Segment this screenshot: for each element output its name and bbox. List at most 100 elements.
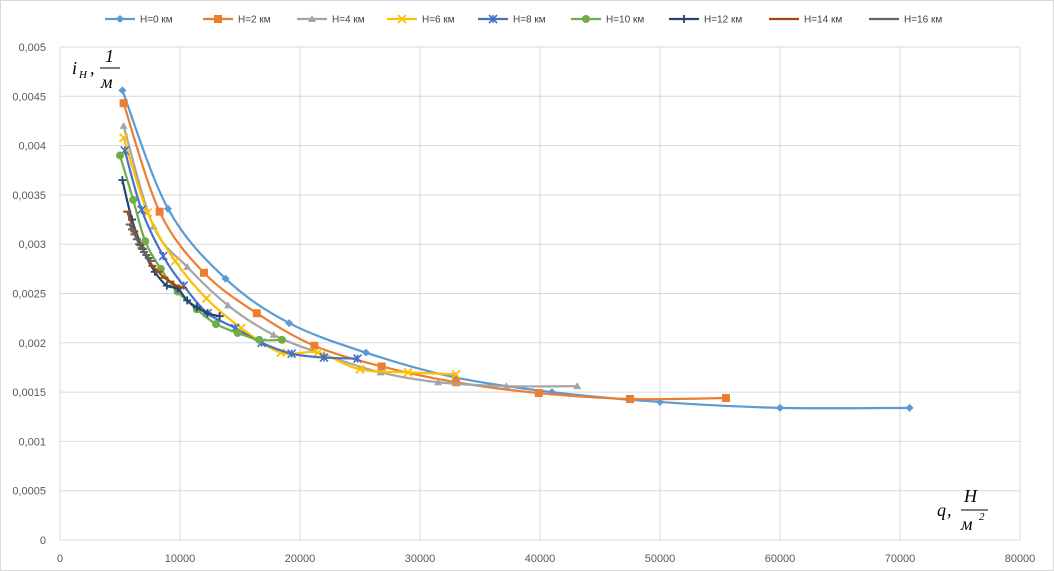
x-tick-label: 70000 (885, 553, 916, 565)
x-tick-label: 0 (57, 553, 63, 565)
data-point (118, 176, 127, 185)
data-point (224, 301, 232, 309)
data-point (119, 99, 128, 108)
data-point (502, 382, 511, 390)
data-point (278, 335, 286, 344)
data-point (164, 204, 172, 213)
data-point (905, 403, 914, 412)
legend-label: H=16 км (904, 15, 942, 26)
x-tick-label: 10000 (165, 553, 196, 565)
data-point (192, 303, 201, 312)
legend-item: H=10 км (571, 15, 644, 26)
y-tick-label: 0,0045 (12, 91, 46, 103)
x-axis-title-den-sup: 2 (979, 511, 985, 523)
data-point (451, 369, 461, 379)
x-tick-label: 20000 (285, 553, 316, 565)
y-tick-label: 0,003 (18, 239, 46, 251)
y-axis-title-num: 1 (105, 46, 114, 66)
data-point (534, 389, 543, 398)
legend-item: H=6 км (387, 14, 455, 26)
data-point (183, 262, 192, 270)
x-tick-label: 80000 (1005, 553, 1036, 565)
legend-label: H=12 км (704, 15, 742, 26)
legend-marker (488, 14, 498, 24)
y-axis-title-den: м (100, 72, 113, 92)
legend-label: H=8 км (513, 15, 546, 26)
data-point (353, 354, 363, 364)
data-point (116, 151, 124, 160)
data-point (573, 382, 582, 390)
legend-label: H=4 км (332, 15, 365, 26)
series-line (121, 89, 910, 410)
legend-item: H=14 км (769, 15, 842, 26)
x-tick-label: 40000 (525, 553, 556, 565)
x-axis-title: q , H м 2 (937, 486, 988, 534)
y-tick-label: 0,0035 (12, 190, 46, 202)
legend-label: H=0 км (140, 15, 173, 26)
data-point (722, 394, 730, 403)
legend-marker (582, 15, 590, 23)
legend-marker (397, 14, 407, 24)
data-point (434, 378, 442, 386)
y-axis-title-main: i (72, 58, 77, 78)
legend-marker (308, 15, 316, 22)
data-point (233, 328, 242, 337)
y-tick-label: 0,001 (18, 436, 46, 448)
legend-marker (680, 15, 688, 23)
data-point (203, 309, 212, 318)
data-point (285, 319, 294, 328)
data-point (158, 251, 168, 261)
data-point (355, 364, 365, 375)
y-tick-label: 0,0005 (12, 486, 46, 498)
y-axis-title-comma: , (90, 58, 95, 78)
data-point (221, 274, 230, 283)
data-point (201, 293, 212, 304)
y-tick-label: 0,0015 (12, 387, 46, 399)
x-axis-title-den: м (960, 514, 973, 534)
x-axis-title-comma: , (947, 500, 952, 520)
y-axis-ticks: 0 0,0005 0,001 0,0015 0,002 0,0025 0,003 0,0035… (12, 42, 46, 547)
data-point (155, 207, 164, 216)
series-line (128, 223, 153, 262)
data-point (118, 133, 129, 143)
data-point (776, 403, 784, 412)
data-point (142, 208, 153, 218)
data-point (377, 362, 386, 371)
legend-label: H=2 км (238, 15, 271, 26)
data-point (319, 353, 329, 363)
y-tick-label: 0,005 (18, 42, 46, 54)
data-point (269, 330, 278, 338)
x-axis-title-main: q (937, 500, 946, 520)
legend-marker (214, 15, 222, 23)
data-point (252, 309, 261, 318)
data-point (215, 312, 224, 321)
data-point (212, 320, 220, 329)
data-point (452, 378, 460, 387)
y-tick-label: 0,0025 (12, 289, 46, 301)
data-point (310, 341, 319, 350)
data-point (119, 121, 128, 129)
legend-marker (116, 15, 124, 23)
data-point (162, 281, 171, 290)
legend-item: H=4 км (297, 15, 365, 26)
legend: H=0 км H=2 км H=4 км H=6 км H=8 км H=10 км H=1… (105, 14, 942, 26)
y-tick-label: 0,004 (18, 141, 46, 153)
y-axis-title-sub: H (78, 69, 88, 81)
data-point (287, 349, 297, 359)
y-tick-label: 0,002 (18, 338, 46, 350)
legend-item: H=0 км (105, 15, 173, 26)
x-tick-label: 60000 (765, 553, 796, 565)
data-point (118, 86, 127, 95)
x-tick-label: 50000 (645, 553, 676, 565)
legend-label: H=14 км (804, 15, 842, 26)
data-point (403, 367, 413, 378)
legend-label: H=6 км (422, 15, 455, 26)
legend-item: H=2 км (203, 15, 271, 26)
data-point (362, 348, 370, 357)
data-point (137, 205, 147, 215)
data-point (626, 395, 634, 404)
series-line (121, 179, 220, 318)
legend-item: H=16 км (869, 15, 942, 26)
